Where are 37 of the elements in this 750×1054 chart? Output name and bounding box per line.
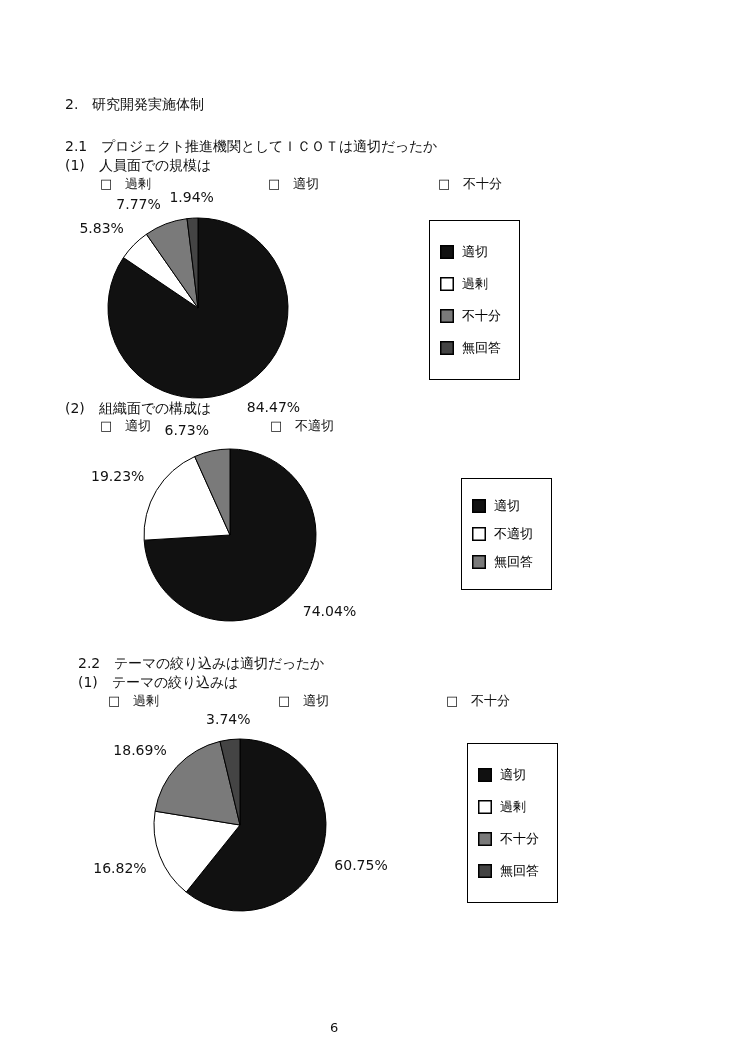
- data-label: 16.82%: [93, 859, 147, 876]
- text: □ 適切: [268, 175, 320, 193]
- text: (1) テーマの絞り込みは: [78, 674, 238, 692]
- data-label: 18.69%: [113, 741, 167, 758]
- legend-label: 過剰: [462, 275, 488, 293]
- text: □ 不十分: [438, 175, 503, 193]
- legend-label: 無回答: [494, 553, 533, 571]
- legend-label: 適切: [500, 766, 526, 784]
- data-label: 3.74%: [206, 710, 251, 727]
- data-label: 60.75%: [334, 857, 388, 874]
- text: (1) 人員面での規模は: [65, 157, 211, 175]
- data-label: 84.47%: [246, 398, 301, 415]
- data-label: 6.73%: [164, 422, 210, 439]
- chart-subtitle: 2.1 プロジェクト推進機関としてＩＣＯＴは適切だったか: [65, 138, 438, 156]
- text: □ 適切: [100, 417, 152, 435]
- legend-label: 適切: [462, 243, 488, 261]
- data-label: 19.23%: [91, 468, 145, 485]
- legend-label: 過剰: [500, 798, 526, 816]
- legend-label: 無回答: [500, 862, 539, 880]
- data-label: 1.94%: [169, 189, 214, 206]
- legend-label: 適切: [494, 497, 520, 515]
- text: (2) 組織面での構成は: [65, 400, 211, 418]
- text: 6: [330, 1020, 339, 1035]
- legend-label: 不十分: [462, 307, 501, 325]
- data-label: 74.04%: [302, 602, 357, 619]
- chart-title: 2. 研究開発実施体制: [65, 96, 205, 114]
- legend-label: 無回答: [462, 339, 501, 357]
- data-label: 7.77%: [116, 195, 161, 212]
- text: □ 不適切: [270, 417, 335, 435]
- data-label: 5.83%: [79, 220, 124, 237]
- text: □ 過剰: [108, 692, 160, 710]
- text: □ 不十分: [446, 692, 511, 710]
- text: □ 適切: [278, 692, 330, 710]
- legend-label: 不適切: [494, 525, 533, 543]
- legend-label: 不十分: [500, 830, 539, 848]
- chart-title: 2.2 テーマの絞り込みは適切だったか: [78, 655, 325, 673]
- text: □ 過剰: [100, 175, 152, 193]
